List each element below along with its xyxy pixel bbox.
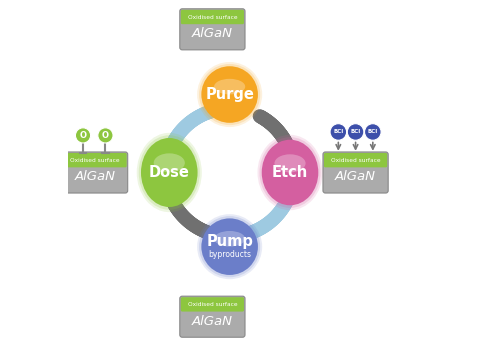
- Ellipse shape: [139, 135, 200, 210]
- Text: O: O: [80, 131, 86, 140]
- Ellipse shape: [202, 66, 258, 123]
- Ellipse shape: [257, 135, 323, 210]
- FancyBboxPatch shape: [324, 153, 387, 167]
- Text: BCl: BCl: [368, 129, 378, 135]
- Ellipse shape: [262, 140, 318, 205]
- Circle shape: [348, 124, 364, 140]
- FancyBboxPatch shape: [180, 296, 245, 337]
- Text: Oxidised surface: Oxidised surface: [70, 158, 120, 163]
- Ellipse shape: [275, 154, 306, 172]
- Text: AlGaN: AlGaN: [74, 170, 116, 183]
- FancyBboxPatch shape: [181, 10, 244, 24]
- Circle shape: [364, 124, 381, 140]
- Ellipse shape: [197, 62, 262, 127]
- Circle shape: [75, 128, 91, 143]
- FancyBboxPatch shape: [323, 152, 388, 193]
- Ellipse shape: [137, 133, 202, 212]
- Text: Etch: Etch: [272, 165, 308, 180]
- FancyBboxPatch shape: [181, 297, 244, 312]
- Ellipse shape: [154, 153, 185, 172]
- Text: AlGaN: AlGaN: [192, 27, 233, 40]
- Ellipse shape: [199, 64, 260, 125]
- Polygon shape: [220, 103, 228, 116]
- Ellipse shape: [260, 137, 321, 208]
- FancyBboxPatch shape: [62, 152, 128, 193]
- Text: Pump: Pump: [206, 234, 253, 249]
- Circle shape: [330, 124, 347, 140]
- Polygon shape: [231, 229, 240, 242]
- Ellipse shape: [199, 216, 260, 277]
- Text: AlGaN: AlGaN: [192, 315, 233, 327]
- Ellipse shape: [197, 214, 262, 279]
- FancyBboxPatch shape: [180, 9, 245, 50]
- Circle shape: [98, 128, 113, 143]
- Text: Oxidised surface: Oxidised surface: [331, 158, 380, 163]
- Text: AlGaN: AlGaN: [335, 170, 376, 183]
- Text: O: O: [102, 131, 109, 140]
- FancyBboxPatch shape: [63, 153, 127, 167]
- Ellipse shape: [214, 79, 245, 95]
- Ellipse shape: [214, 231, 245, 247]
- Ellipse shape: [202, 218, 258, 275]
- Ellipse shape: [141, 138, 198, 207]
- Text: BCl: BCl: [350, 129, 360, 135]
- Text: Purge: Purge: [205, 87, 254, 102]
- Text: Oxidised surface: Oxidised surface: [188, 302, 237, 307]
- Polygon shape: [160, 174, 173, 183]
- Text: Dose: Dose: [149, 165, 190, 180]
- Text: BCl: BCl: [333, 129, 344, 135]
- Text: byproducts: byproducts: [208, 250, 251, 259]
- Polygon shape: [287, 162, 299, 171]
- Text: Oxidised surface: Oxidised surface: [188, 14, 237, 20]
